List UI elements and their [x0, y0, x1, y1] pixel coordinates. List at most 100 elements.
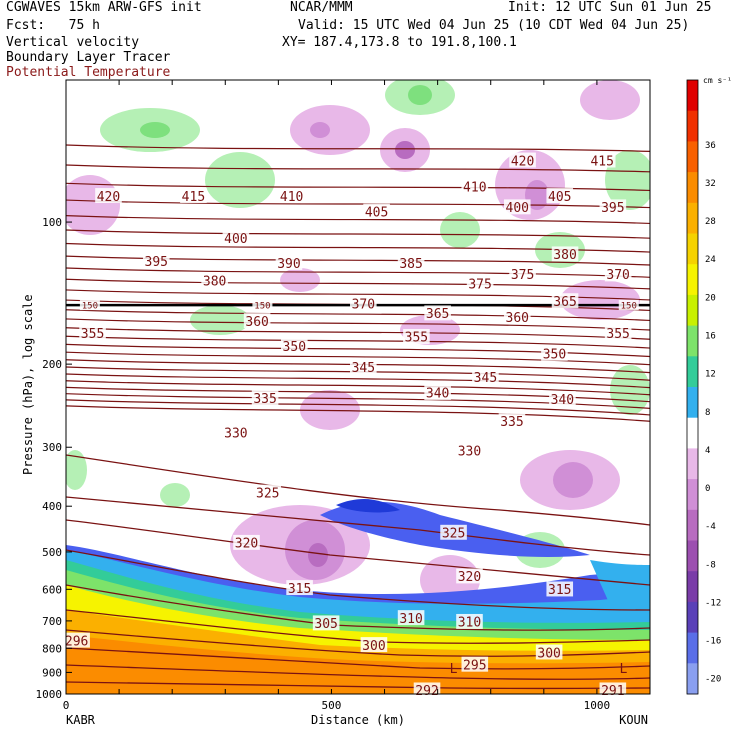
theta-label: 410	[280, 190, 303, 205]
theta-label: 350	[543, 348, 566, 363]
theta-label: 320	[235, 537, 258, 552]
theta-contour	[66, 144, 650, 152]
theta-label: 355	[81, 327, 104, 342]
colorbar-swatch	[687, 264, 698, 296]
theta-label: 385	[399, 257, 422, 272]
theta-contour	[66, 335, 650, 349]
colorbar-swatch	[687, 80, 698, 112]
colorbar-swatch	[687, 141, 698, 173]
field-potential-temperature: Potential Temperature	[6, 65, 171, 80]
theta-label: 330	[224, 426, 247, 441]
theta-label: 400	[224, 232, 247, 247]
colorbar-tick-label: 20	[705, 293, 716, 303]
theta-label: 315	[288, 582, 311, 597]
theta-label: 360	[506, 311, 529, 326]
colorbar-tick-label: 28	[705, 217, 716, 227]
colorbar-swatch	[687, 571, 698, 603]
theta-contour	[66, 309, 650, 322]
theta-label: 310	[399, 612, 422, 627]
colorbar-swatch	[687, 233, 698, 265]
theta-label: 325	[256, 486, 279, 501]
theta-contour	[66, 664, 650, 680]
colorbar-frame	[686, 79, 699, 695]
y-tick-label: 600	[42, 583, 62, 596]
y-tick-label: 800	[42, 642, 62, 655]
theta-contour	[66, 318, 650, 331]
colorbar-tick-label: -4	[705, 522, 716, 532]
colorbar-swatch	[687, 294, 698, 327]
left-station-label: KABR	[66, 713, 96, 727]
colorbar-tick-label: -12	[705, 598, 721, 608]
theta-label: 415	[182, 190, 205, 205]
theta-label: 420	[511, 154, 534, 169]
y-tick-label: 300	[42, 441, 62, 454]
theta-label: 300	[362, 639, 385, 654]
theta-label: 400	[506, 201, 529, 216]
colorbar-swatch	[687, 663, 698, 695]
theta-label: 340	[426, 387, 449, 402]
theta-contour	[66, 351, 650, 366]
x-axis-title: Distance (km)	[311, 713, 405, 727]
theta-label: 345	[474, 371, 497, 386]
x-tick-label: 500	[322, 699, 342, 712]
theta-label: 380	[203, 274, 226, 289]
theta-contour	[66, 199, 650, 209]
theta-label: 390	[277, 257, 300, 272]
theta-contour	[66, 399, 650, 416]
colorbar-tick-label: 36	[705, 141, 716, 151]
theta-label: 375	[468, 278, 491, 293]
theta-label: 305	[314, 617, 337, 632]
theta-contour	[66, 373, 650, 389]
theta-label: 296	[65, 634, 88, 649]
colorbar-swatch	[687, 172, 698, 204]
theta-label: 365	[426, 307, 449, 322]
theta-label: 315	[548, 583, 571, 598]
y-tick-label: 900	[42, 666, 62, 679]
theta-contour	[66, 519, 650, 586]
theta-contour	[66, 327, 650, 340]
colorbar-tick-label: -16	[705, 637, 721, 647]
plot-frame	[65, 79, 651, 695]
theta-contour	[66, 496, 650, 556]
init-time: Init: 12 UTC Sun 01 Jun 25	[508, 0, 712, 15]
theta-contour	[66, 278, 650, 290]
theta-label: 365	[553, 295, 576, 310]
theta-label: 350	[283, 340, 306, 355]
theta-label: 310	[458, 616, 481, 631]
colorbar-tick-label: 16	[705, 332, 716, 342]
valid-time: Valid: 15 UTC Wed 04 Jun 25 (10 CDT Wed …	[298, 18, 690, 33]
theta-label: 375	[511, 268, 534, 283]
theta-label: 410	[463, 180, 486, 195]
theta-label: 380	[553, 248, 576, 263]
colorbar-swatch	[687, 632, 698, 664]
x-tick-label: 0	[63, 699, 70, 712]
theta-label: 325	[442, 527, 465, 542]
theta-label: 370	[606, 268, 629, 283]
theta-contour	[66, 647, 650, 670]
colorbar-swatch	[687, 509, 698, 541]
org-label: NCAR/MMM	[290, 0, 353, 15]
theta-contour	[66, 164, 650, 173]
colorbar-tick-label: 8	[705, 408, 710, 418]
y-tick-label: 700	[42, 615, 62, 628]
field-boundary-tracer: Boundary Layer Tracer	[6, 50, 171, 65]
theta-label: 395	[145, 255, 168, 270]
y-tick-label: 400	[42, 500, 62, 513]
theta-label: 355	[405, 331, 428, 346]
theta-label: 335	[253, 392, 276, 407]
theta-contour	[66, 629, 650, 657]
low-marker: L	[620, 662, 628, 677]
theta-label: 150	[254, 302, 270, 312]
theta-label: 420	[97, 190, 120, 205]
theta-label: 295	[463, 658, 486, 673]
colorbar-tick-label: -20	[705, 675, 721, 685]
theta-contour	[66, 380, 650, 396]
theta-contour	[66, 454, 650, 526]
theta-label: 150	[82, 302, 98, 312]
colorbar-tick-label: 24	[705, 255, 716, 265]
theta-label: 405	[365, 205, 388, 220]
theta-label: 405	[548, 190, 571, 205]
y-tick-label: 100	[42, 216, 62, 229]
colorbar-tick-label: 12	[705, 370, 716, 380]
